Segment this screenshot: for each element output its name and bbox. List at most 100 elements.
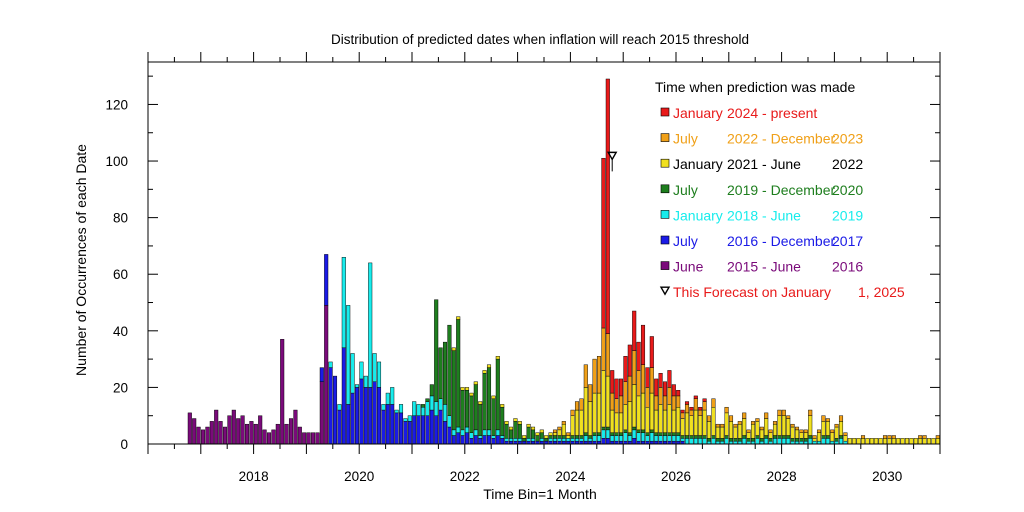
bar-segment bbox=[781, 438, 786, 445]
bar-segment bbox=[394, 409, 399, 414]
bar-segment bbox=[605, 78, 610, 334]
bar-segment bbox=[711, 438, 716, 445]
bar-segment bbox=[781, 415, 786, 436]
bar-segment bbox=[799, 438, 804, 442]
bar-segment bbox=[522, 435, 527, 439]
bar-segment bbox=[821, 415, 826, 422]
bar-segment bbox=[662, 409, 668, 433]
legend-label: July bbox=[673, 182, 698, 198]
bar-segment bbox=[469, 438, 474, 445]
bar-segment bbox=[579, 438, 584, 442]
bar-segment bbox=[746, 438, 751, 442]
bar-segment bbox=[390, 387, 395, 405]
bar-segment bbox=[478, 401, 483, 405]
bar-segment bbox=[698, 435, 703, 439]
bar-segment bbox=[376, 387, 382, 445]
bar-segment bbox=[535, 435, 540, 442]
bar-segment bbox=[790, 426, 795, 439]
bar-segment bbox=[808, 438, 813, 445]
bar-segment bbox=[596, 432, 602, 436]
bar-segment bbox=[337, 404, 342, 411]
bar-segment bbox=[535, 432, 540, 436]
bar-segment bbox=[346, 404, 351, 445]
bar-segment bbox=[662, 381, 668, 397]
bar-segment bbox=[605, 426, 610, 431]
bar-segment bbox=[205, 426, 210, 445]
bar-segment bbox=[478, 404, 483, 436]
bar-segment bbox=[852, 438, 857, 445]
bar-segment bbox=[654, 435, 659, 442]
bar-segment bbox=[354, 384, 360, 388]
bar-segment bbox=[636, 370, 641, 397]
bar-segment bbox=[187, 412, 192, 445]
bar-segment bbox=[689, 435, 694, 439]
legend-label: 2024 - present bbox=[727, 105, 817, 121]
bar-segment bbox=[680, 435, 685, 439]
bar-segment bbox=[491, 395, 496, 399]
bar-segment bbox=[676, 406, 681, 433]
bar-segment bbox=[508, 438, 514, 442]
legend-label: 2016 bbox=[832, 259, 863, 275]
bar-segment bbox=[601, 370, 606, 428]
bar-segment bbox=[376, 361, 382, 388]
bar-segment bbox=[825, 418, 830, 422]
bar-segment bbox=[442, 421, 448, 445]
bar-segment bbox=[486, 364, 492, 368]
bar-segment bbox=[539, 438, 544, 442]
bar-segment bbox=[530, 426, 536, 431]
bar-segment bbox=[460, 390, 465, 431]
bar-segment bbox=[253, 423, 258, 445]
bar-segment bbox=[412, 415, 417, 445]
bar-segment bbox=[464, 390, 470, 428]
bar-segment bbox=[918, 438, 923, 445]
bar-segment bbox=[310, 432, 316, 445]
bar-segment bbox=[728, 438, 734, 442]
y-tick-label: 60 bbox=[113, 267, 128, 282]
bar-segment bbox=[372, 353, 377, 382]
bar-segment bbox=[878, 438, 883, 445]
bar-segment bbox=[486, 435, 492, 445]
bar-segment bbox=[192, 418, 197, 445]
bar-segment bbox=[680, 438, 685, 442]
bar-segment bbox=[464, 432, 470, 445]
bar-segment bbox=[843, 435, 848, 442]
bar-segment bbox=[231, 409, 236, 445]
bar-segment bbox=[904, 438, 910, 445]
bar-segment bbox=[385, 392, 390, 405]
bar-segment bbox=[662, 432, 668, 436]
bar-segment bbox=[319, 381, 324, 445]
bar-segment bbox=[728, 421, 734, 439]
bar-segment bbox=[500, 438, 505, 445]
bar-segment bbox=[500, 404, 505, 408]
bar-segment bbox=[337, 409, 342, 445]
bar-segment bbox=[416, 404, 421, 416]
bar-segment bbox=[425, 401, 430, 416]
bar-segment bbox=[658, 387, 663, 405]
bar-segment bbox=[601, 438, 606, 445]
legend-swatch bbox=[660, 158, 670, 168]
legend-swatch bbox=[660, 235, 670, 245]
bar-segment bbox=[473, 381, 478, 385]
bar-segment bbox=[491, 398, 496, 436]
bar-segment bbox=[557, 438, 562, 442]
bar-segment bbox=[706, 415, 712, 422]
legend-label: January bbox=[673, 105, 723, 121]
bar-segment bbox=[491, 435, 496, 439]
bar-segment bbox=[702, 401, 707, 411]
bar-segment bbox=[359, 378, 364, 445]
bar-segment bbox=[513, 421, 518, 439]
bar-segment bbox=[618, 412, 624, 433]
bar-segment bbox=[737, 438, 742, 442]
bar-segment bbox=[618, 435, 624, 442]
bar-segment bbox=[513, 418, 518, 422]
bar-segment bbox=[698, 438, 703, 445]
bar-segment bbox=[640, 432, 646, 442]
bar-segment bbox=[434, 401, 439, 416]
bar-segment bbox=[588, 435, 593, 439]
bar-segment bbox=[640, 429, 646, 433]
bar-segment bbox=[482, 370, 487, 374]
bar-segment bbox=[500, 406, 505, 436]
bar-segment bbox=[764, 418, 769, 436]
bar-segment bbox=[645, 387, 650, 408]
